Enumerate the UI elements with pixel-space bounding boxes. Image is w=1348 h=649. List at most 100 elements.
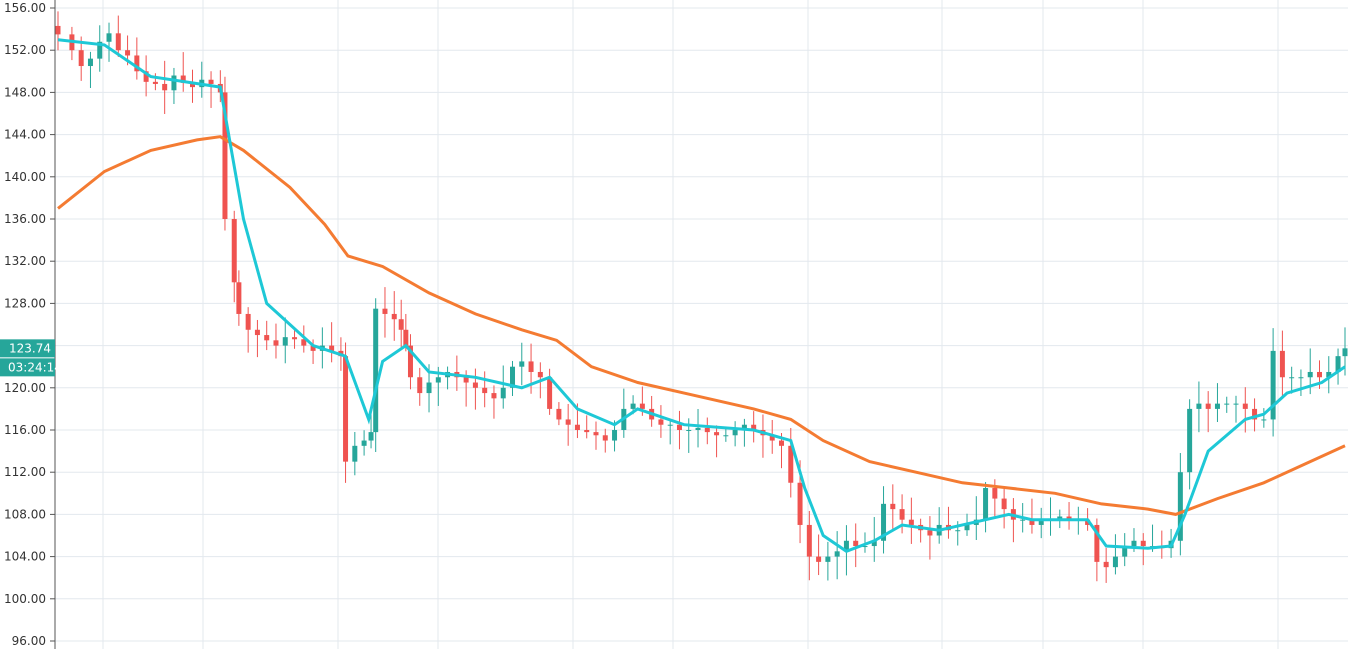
candle-down [797,482,803,525]
candle-up [1289,377,1295,379]
candle-down [890,503,896,510]
candle-up [106,33,112,42]
candle-up [361,440,367,446]
candle-down [751,424,757,430]
candle-down [528,361,534,372]
candle-down [491,393,497,399]
candle-down [152,81,158,84]
candle-down [189,82,195,88]
candle-up [435,377,441,383]
candle-up [519,361,525,367]
candle-up [87,58,93,67]
candle-down [1205,403,1211,409]
ma-fast-line [57,38,1346,553]
candle-up [686,430,692,431]
current-price-badge: 123.74 03:24:14 [0,339,62,377]
candle-down [231,219,237,283]
y-axis: 156.00 152.00 148.00 144.00 140.00 136.00 132.… [4,1,55,648]
candle-up [983,488,989,520]
candle-down [482,387,488,394]
candle-down [853,540,859,547]
candle-up [1177,472,1183,541]
candle-down [779,440,785,446]
candle-up [1020,519,1026,521]
candle-down [565,419,571,425]
y-tick-label: 128.00 [4,296,46,310]
candle-up [964,524,970,531]
candle-down [1140,540,1146,547]
candle-down [254,329,260,336]
candle-down [125,50,131,56]
candle-up [171,75,177,91]
candle-up [1307,371,1313,378]
candle-down [1316,371,1322,378]
candle-down [301,339,307,346]
candle-down [537,371,543,378]
candle-up [881,503,887,541]
y-tick-label: 148.00 [4,85,46,99]
candle-down [816,556,822,562]
y-tick-label: 156.00 [4,1,46,15]
candle-down [908,519,914,525]
candle-down [1103,561,1109,568]
candle-down [1279,350,1285,378]
ma-slow-line [57,135,1346,516]
candle-down [992,488,998,499]
candle-down [927,530,933,536]
candle-up [1131,540,1137,547]
candle-up [1342,348,1348,357]
candle-up [1224,403,1230,405]
y-tick-label: 112.00 [4,465,46,479]
candle-down [769,435,775,441]
candle-down [547,377,553,409]
candle-down [222,92,228,219]
candle-down [1252,408,1258,420]
candle-down [556,408,562,420]
y-tick-label: 120.00 [4,381,46,395]
y-tick-label: 116.00 [4,423,46,437]
y-tick-label: 136.00 [4,212,46,226]
candle-down [143,71,149,82]
candle-down [574,424,580,430]
y-tick-label: 104.00 [4,550,46,564]
candle-up [1261,419,1267,421]
candle-up [510,366,516,388]
candle-down [1094,524,1100,562]
candle-up [630,403,636,409]
candle-down [639,403,645,409]
candle-down [806,524,812,557]
candle-down [398,319,404,330]
candle-up [97,41,103,59]
y-tick-label: 140.00 [4,170,46,184]
candle-up [741,424,747,430]
candle-up [1233,403,1239,405]
candle-down [593,432,599,436]
candle-down [115,33,121,51]
candle-up [426,382,432,394]
candle-down [676,424,682,430]
candle-down [704,427,710,433]
candle-down [55,25,61,35]
candle-up [1270,350,1276,420]
current-price-label: 123.74 [9,341,51,355]
candle-down [208,79,214,84]
candle-up [368,432,374,441]
candle-up [282,337,288,346]
candle-down [329,345,335,351]
candle-down [292,337,298,340]
candle-down [245,313,251,330]
candle-up [500,387,506,399]
countdown-label: 03:24:14 [8,360,62,374]
candle-up [667,424,673,426]
candle-down [1066,516,1072,520]
candle-down [472,382,478,388]
candle-up [1298,377,1304,379]
candle-down [236,282,242,314]
y-tick-label: 144.00 [4,128,46,142]
candles-group [55,11,1348,583]
candle-down [78,50,84,67]
y-tick-label: 152.00 [4,43,46,57]
candle-down [343,356,349,462]
